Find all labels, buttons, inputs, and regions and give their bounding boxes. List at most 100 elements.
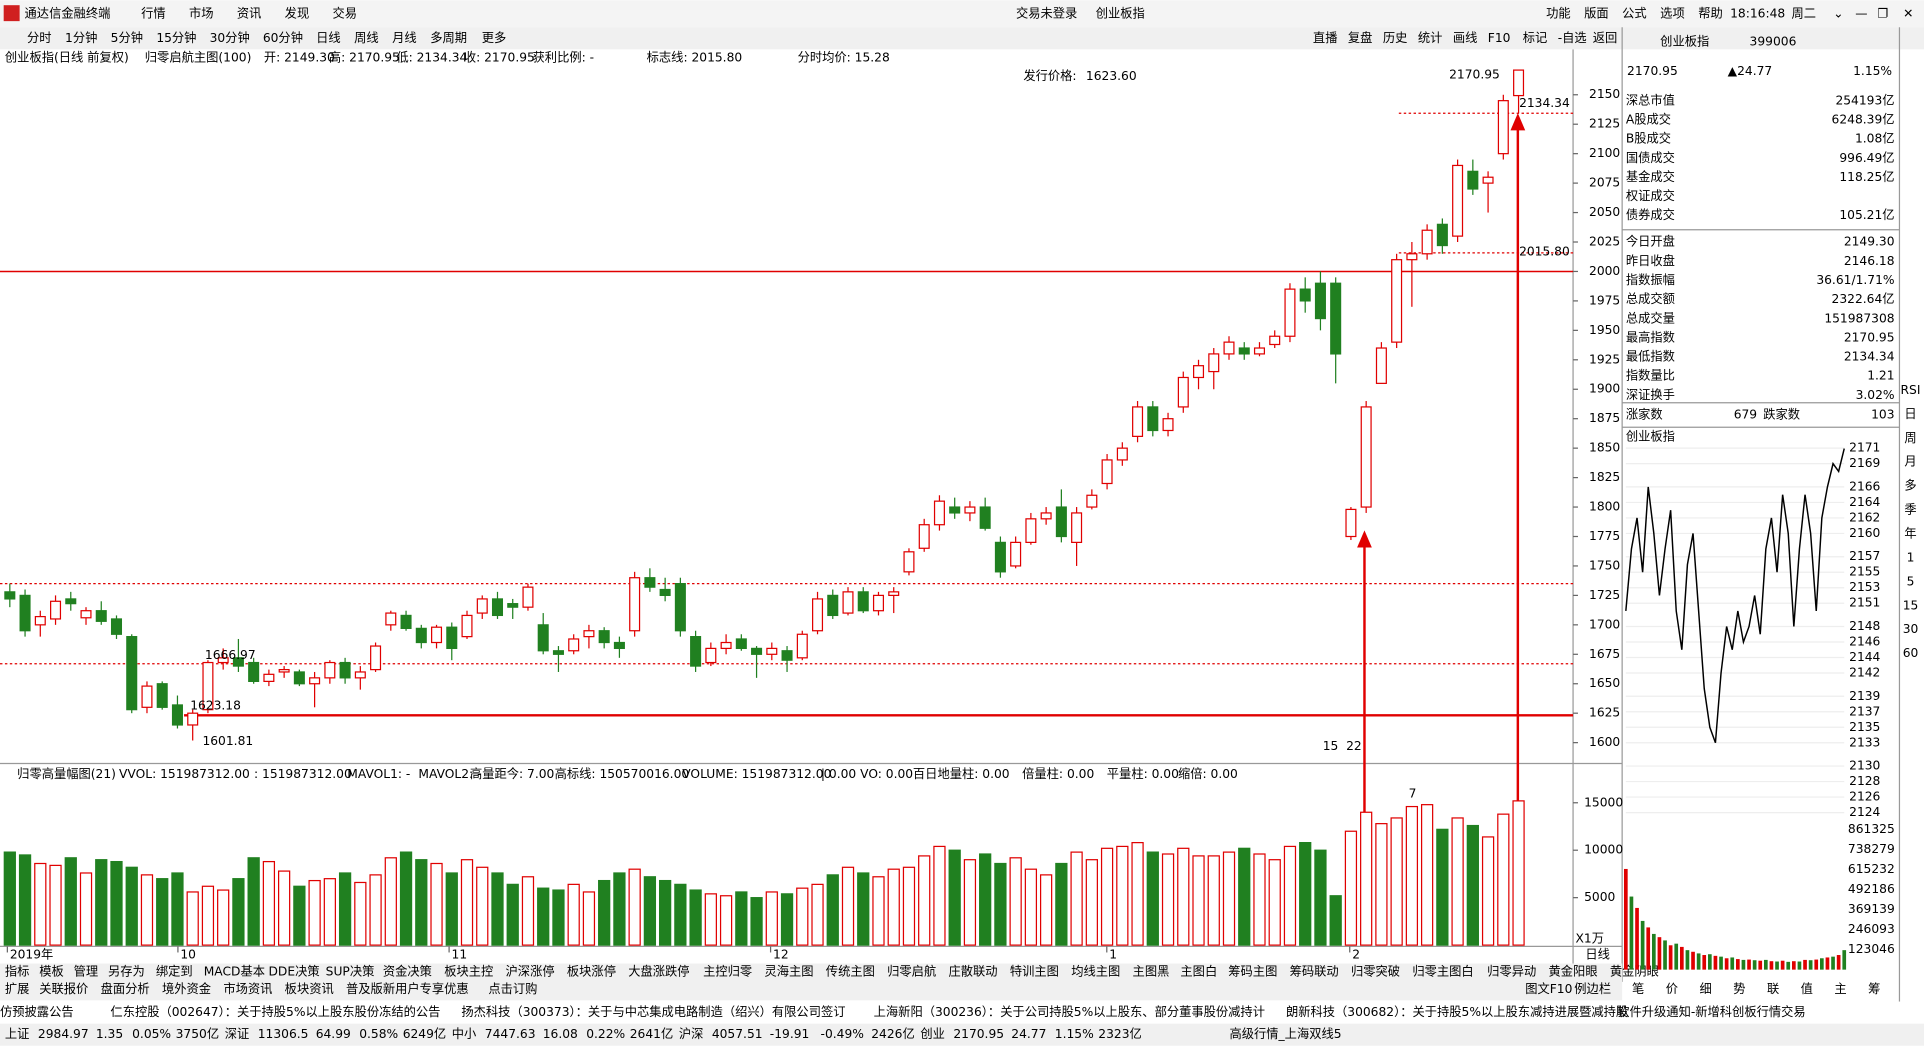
window-buttons[interactable]: ⌄ — ❐ ✕ (1833, 6, 1913, 20)
indicator-tab[interactable]: 归零主图白 (1412, 964, 1473, 979)
news-item[interactable]: 仿预披露公告 (0, 1005, 74, 1019)
indicator-tab[interactable]: 主图白 (1180, 964, 1217, 979)
indicator-tab[interactable]: 大盘涨跌停 (628, 964, 689, 979)
quote-tab[interactable]: 势 (1733, 982, 1745, 996)
indicator-tab[interactable]: 板块主控 (444, 965, 493, 979)
side-icon[interactable]: 多 (1904, 479, 1916, 493)
menu-item[interactable]: 发现 (285, 5, 310, 20)
quote-tab[interactable]: 价 (1666, 982, 1678, 996)
indicator-tab[interactable]: 特训主图 (1010, 964, 1059, 979)
tool-button[interactable]: F10 (1488, 31, 1511, 45)
quote-tab[interactable]: 细 (1699, 982, 1711, 996)
btn-min[interactable]: ⌄ (1833, 6, 1843, 20)
indicator-tab[interactable]: 黄金阴眼 (1610, 964, 1659, 979)
indicator-tab[interactable]: 主图黑 (1133, 965, 1170, 979)
tool-button[interactable]: 统计 (1418, 31, 1443, 45)
indicator-tab[interactable]: 黄金阳眼 (1549, 964, 1598, 979)
menu-item[interactable]: 资讯 (237, 6, 262, 20)
indicator-tab[interactable]: 沪深涨停 (506, 964, 555, 979)
function-tab[interactable]: 市场资讯 (223, 981, 272, 996)
period-tab[interactable]: 60分钟 (263, 30, 303, 45)
menu-item[interactable]: 功能 (1546, 6, 1571, 20)
side-icon[interactable]: 30 (1903, 622, 1919, 636)
quote-tab[interactable]: 值 (1801, 981, 1813, 996)
btn-close[interactable]: ✕ (1903, 6, 1913, 20)
side-icon[interactable]: 15 (1903, 598, 1919, 612)
menu-item[interactable]: 选项 (1660, 6, 1685, 20)
tool-button[interactable]: 历史 (1383, 31, 1408, 45)
menu-item[interactable]: 版面 (1584, 6, 1609, 20)
indicator-tab[interactable]: 灵海主图 (764, 964, 813, 979)
period-tab[interactable]: 30分钟 (210, 30, 250, 45)
quote-tab[interactable]: 筹 (1868, 982, 1880, 996)
indicator-tab[interactable]: 模板 (39, 965, 64, 979)
function-tab[interactable]: 扩展 (5, 982, 30, 996)
side-tab[interactable]: 图文F10 (1525, 981, 1572, 996)
indicator-tab[interactable]: 指标 (5, 964, 30, 979)
tool-button[interactable]: 标记 (1523, 31, 1548, 45)
tool-button[interactable]: 直播 (1313, 31, 1338, 45)
indicator-tab[interactable]: 归零突破 (1351, 964, 1400, 979)
side-icon[interactable]: 5 (1907, 574, 1915, 588)
period-tab[interactable]: 1分钟 (65, 30, 97, 45)
period-tab[interactable]: 分时 (27, 31, 52, 45)
indicator-tab[interactable]: SUP决策 (326, 964, 375, 979)
side-tab[interactable]: 例边栏 (1574, 981, 1611, 996)
period-tab[interactable]: 15分钟 (156, 30, 196, 45)
function-tab[interactable]: 普及版新用户专享优惠 (346, 981, 469, 996)
period-tab[interactable]: 月线 (392, 31, 417, 45)
side-icon[interactable]: 年 (1904, 527, 1916, 541)
period-tab[interactable]: 多周期 (430, 31, 467, 45)
news-item[interactable]: 上海新阳（300236）：关于公司持股5%以上股东、部分董事股份减持计 (874, 1004, 1265, 1019)
indicator-tab[interactable]: 另存为 (108, 965, 145, 979)
menu-item[interactable]: 交易 (333, 5, 358, 20)
side-icon[interactable]: 周 (1904, 431, 1916, 445)
news-item[interactable]: 朗新科技（300682）：关于持股5%以上股东减持进展暨减持股 (1286, 1004, 1628, 1019)
indicator-tab[interactable]: 主控归零 (703, 965, 752, 979)
menu-item[interactable]: 市场 (189, 5, 214, 20)
btn-minimize[interactable]: — (1855, 6, 1867, 20)
side-icon[interactable]: 60 (1903, 646, 1919, 660)
indicator-tab[interactable]: MACD基本 (204, 965, 265, 979)
side-icon[interactable]: RSI (1901, 383, 1921, 397)
indicator-tab[interactable]: 绑定到 (156, 964, 193, 979)
indicator-tab[interactable]: 归零异动 (1487, 965, 1536, 979)
period-tab[interactable]: 日线 (316, 31, 341, 45)
function-tab[interactable]: 点击订购 (488, 981, 537, 996)
side-icon[interactable]: 日 (1904, 407, 1916, 421)
indicator-tab[interactable]: 传统主图 (826, 964, 875, 979)
indicator-tab[interactable]: 均线主图 (1071, 965, 1120, 979)
indicator-tab[interactable]: 资金决策 (383, 964, 432, 979)
btn-max[interactable]: ❐ (1877, 6, 1888, 20)
news-item[interactable]: 扬杰科技（300373）：关于与中芯集成电路制造（绍兴）有限公司签订 (461, 1004, 845, 1019)
quote-tab[interactable]: 联 (1767, 982, 1779, 996)
period-tab[interactable]: 5分钟 (111, 30, 143, 45)
menu-item[interactable]: 帮助 (1698, 6, 1723, 20)
menu-item[interactable]: 行情 (141, 6, 166, 20)
function-tab[interactable]: 盘面分析 (101, 981, 150, 996)
indicator-tab[interactable]: DDE决策 (268, 964, 319, 979)
news-item[interactable]: 软件升级通知-新增科创板行情交易 (1617, 1004, 1805, 1019)
tool-button[interactable]: 复盘 (1348, 30, 1373, 45)
news-item[interactable]: 仁东控股（002647）：关于持股5%以上股东股份冻结的公告 (110, 1004, 440, 1019)
period-tab[interactable]: 周线 (354, 31, 379, 45)
indicator-tab[interactable]: 管理 (74, 964, 99, 979)
side-icon[interactable]: 季 (1904, 503, 1916, 517)
indicator-tab[interactable]: 庄散联动 (949, 964, 998, 979)
side-icon[interactable]: 月 (1904, 455, 1916, 469)
tool-button[interactable]: -自选 (1558, 31, 1587, 45)
period-tab[interactable]: 更多 (482, 31, 507, 45)
quote-tab[interactable]: 主 (1834, 982, 1846, 996)
indicator-tab[interactable]: 筹码主图 (1228, 965, 1277, 979)
function-tab[interactable]: 境外资金 (162, 981, 211, 996)
indicator-tab[interactable]: 筹码联动 (1290, 965, 1339, 979)
tool-button[interactable]: 返回 (1593, 31, 1618, 45)
side-icon[interactable]: 1 (1907, 550, 1915, 564)
indicator-tab[interactable]: 板块涨停 (567, 964, 616, 979)
function-tab[interactable]: 关联报价 (39, 981, 88, 996)
indicator-tab[interactable]: 归零启航 (887, 964, 936, 979)
tool-button[interactable]: 画线 (1453, 31, 1478, 45)
quote-tab[interactable]: 笔 (1632, 981, 1644, 996)
function-tab[interactable]: 板块资讯 (285, 982, 334, 996)
menu-item[interactable]: 公式 (1622, 6, 1647, 20)
